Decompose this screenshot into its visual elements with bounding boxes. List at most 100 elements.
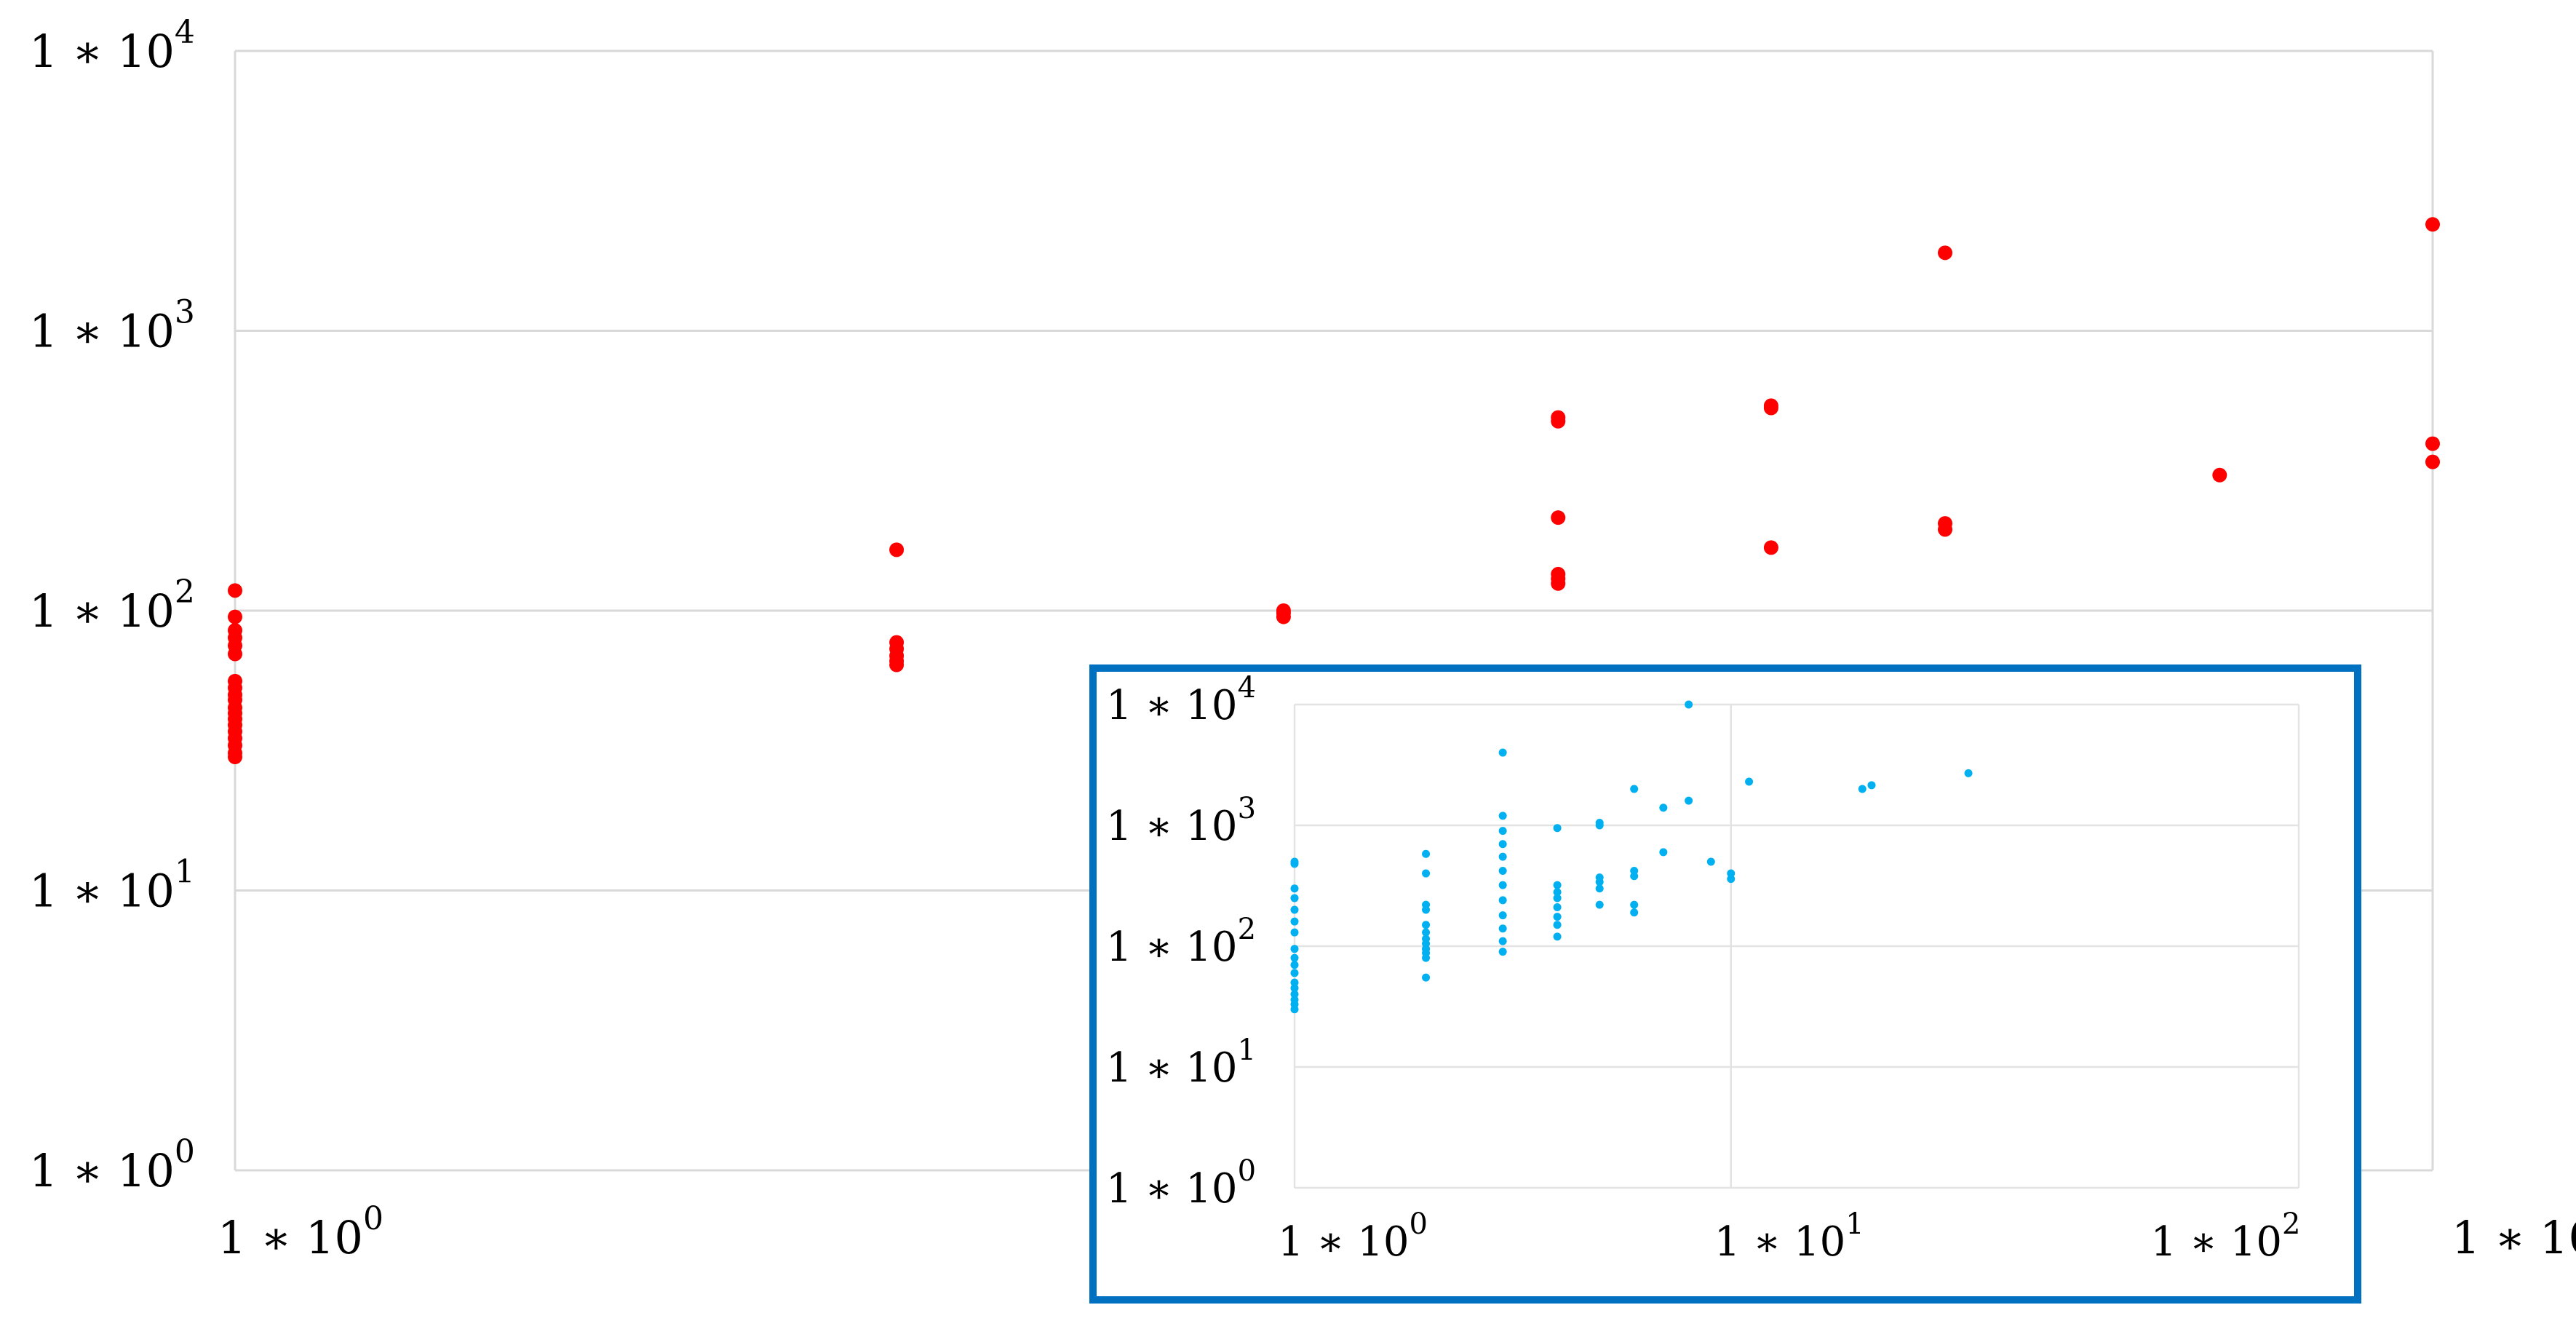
inset-data-point: [1422, 973, 1431, 982]
tick-exponent: 1: [1238, 1034, 1256, 1067]
tick-mantissa: 1 ∗ 10: [29, 25, 175, 78]
main-data-point: [1938, 245, 1953, 261]
main-data-point: [2212, 467, 2227, 483]
main-data-point: [1938, 522, 1953, 537]
inset-data-point: [1498, 924, 1507, 933]
inset-data-point: [1595, 821, 1604, 830]
main-y-tick-label: 1 ∗ 104: [29, 14, 195, 78]
inset-x-tick-label: 1 ∗ 102: [2150, 1207, 2300, 1266]
tick-exponent: 1: [175, 854, 195, 891]
inset-border: [1089, 664, 2361, 1304]
inset-series-points: [1290, 700, 1973, 1014]
inset-data-point: [1422, 849, 1431, 858]
inset-data-point: [1553, 824, 1562, 833]
inset-data-point: [1498, 867, 1507, 876]
inset-data-point: [1858, 785, 1867, 793]
inset-data-point: [1630, 785, 1639, 793]
main-data-point: [2425, 454, 2440, 469]
inset-data-point: [1553, 881, 1562, 889]
inset-y-tick-label: 1 ∗ 100: [1106, 1154, 1256, 1213]
inset-data-point: [1498, 852, 1507, 861]
inset-data-point: [1422, 869, 1431, 878]
inset-data-point: [1290, 917, 1299, 926]
inset-data-point: [1553, 903, 1562, 912]
inset-data-point: [1290, 945, 1299, 953]
main-data-point: [889, 542, 905, 558]
inset-data-point: [1290, 990, 1299, 999]
inset-data-point: [1727, 875, 1736, 884]
main-y-tick-label: 1 ∗ 102: [29, 574, 195, 638]
inset-data-point: [1290, 969, 1299, 977]
inset-data-point: [1422, 905, 1431, 914]
main-data-point: [228, 583, 242, 598]
tick-exponent: 4: [175, 14, 195, 51]
inset-data-point: [1553, 888, 1562, 897]
inset-data-point: [1553, 921, 1562, 929]
inset-data-point: [1498, 748, 1507, 757]
inset-data-point: [1659, 804, 1668, 812]
inset-data-point: [1422, 953, 1431, 962]
inset-data-point: [1867, 781, 1876, 790]
tick-exponent: 0: [1238, 1154, 1256, 1188]
tick-mantissa: 1 ∗ 10: [1106, 1165, 1238, 1213]
inset-data-point: [1553, 894, 1562, 902]
main-data-point: [1763, 540, 1778, 555]
main-data-point: [228, 646, 242, 662]
tick-mantissa: 1 ∗ 10: [1106, 924, 1238, 971]
tick-exponent: 0: [175, 1133, 195, 1170]
main-data-point: [2425, 436, 2440, 451]
inset-data-point: [1498, 911, 1507, 920]
tick-mantissa: 1 ∗ 10: [2150, 1218, 2282, 1266]
tick-mantissa: 1 ∗ 10: [29, 1144, 175, 1197]
tick-exponent: 1: [1845, 1207, 1864, 1241]
main-series-points: [228, 217, 2440, 765]
main-data-point: [1276, 609, 1291, 624]
tick-exponent: 4: [1238, 671, 1256, 705]
tick-mantissa: 1 ∗ 10: [1106, 1044, 1238, 1092]
inset-data-point: [1595, 878, 1604, 886]
inset-data-point: [1630, 900, 1639, 909]
main-y-tick-label: 1 ∗ 103: [29, 294, 195, 358]
inset-data-point: [1498, 896, 1507, 905]
main-data-point: [228, 609, 242, 624]
tick-mantissa: 1 ∗ 10: [29, 865, 175, 918]
inset-data-point: [1498, 840, 1507, 849]
main-x-tick-label: 1 ∗ 101: [2452, 1200, 2576, 1264]
tick-mantissa: 1 ∗ 10: [29, 584, 175, 638]
inset-data-point: [1498, 827, 1507, 836]
tick-exponent: 2: [1238, 913, 1256, 946]
tick-exponent: 0: [1410, 1207, 1428, 1241]
inset-data-point: [1553, 913, 1562, 921]
inset-data-point: [1630, 872, 1639, 881]
tick-mantissa: 1 ∗ 10: [1714, 1218, 1846, 1266]
inset-background: [1093, 668, 2358, 1300]
main-data-point: [1551, 510, 1566, 525]
inset-data-point: [1290, 978, 1299, 987]
tick-exponent: 2: [175, 574, 195, 611]
inset-data-point: [1553, 932, 1562, 941]
inset-x-tick-label: 1 ∗ 101: [1714, 1207, 1864, 1266]
main-data-point: [2425, 217, 2440, 232]
inset-data-point: [1290, 984, 1299, 993]
inset-data-point: [1685, 796, 1693, 805]
main-y-tick-label: 1 ∗ 100: [29, 1133, 195, 1197]
inset-data-point: [1498, 948, 1507, 956]
main-y-tick-label: 1 ∗ 101: [29, 854, 195, 918]
tick-exponent: 2: [2282, 1207, 2300, 1241]
inset-data-point: [1706, 857, 1715, 866]
inset-data-point: [1727, 869, 1736, 878]
inset-y-tick-label: 1 ∗ 104: [1106, 671, 1256, 729]
inset-gridlines: [1293, 703, 2300, 1189]
inset-data-point: [1422, 921, 1431, 929]
main-data-point: [1763, 400, 1778, 416]
inset-data-point: [1498, 812, 1507, 820]
inset-y-tick-label: 1 ∗ 103: [1106, 792, 1256, 850]
inset-data-point: [1422, 928, 1431, 937]
tick-mantissa: 1 ∗ 10: [29, 305, 175, 358]
main-x-tick-label: 1 ∗ 100: [218, 1200, 383, 1264]
inset-data-point: [1595, 900, 1604, 909]
